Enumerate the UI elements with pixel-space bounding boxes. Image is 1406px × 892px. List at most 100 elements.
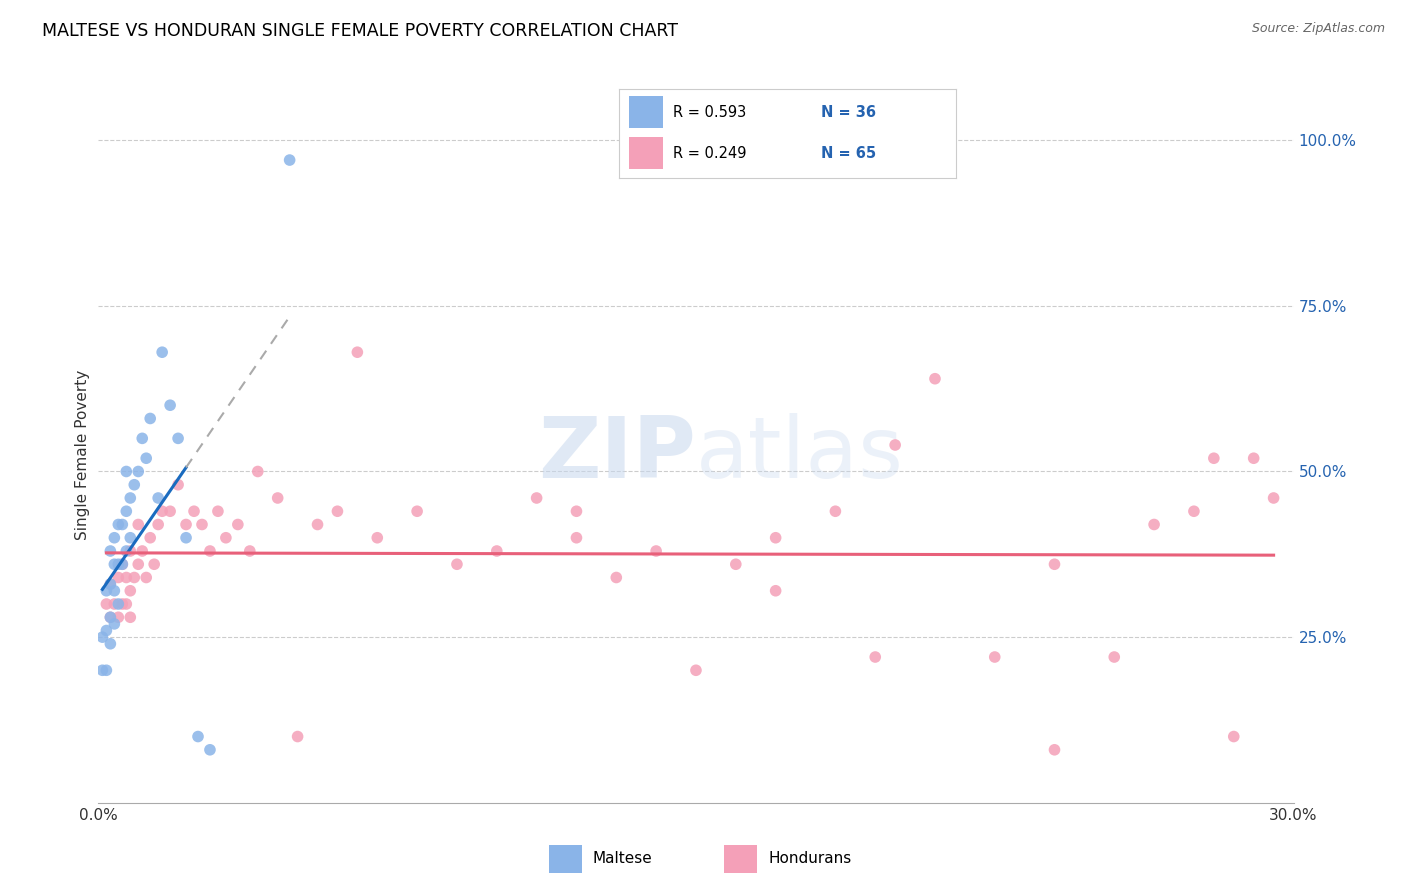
Bar bbox=[548, 845, 582, 872]
Point bbox=[1043, 558, 1066, 572]
Point bbox=[278, 153, 301, 167]
Point bbox=[239, 544, 262, 558]
Y-axis label: Single Female Poverty: Single Female Poverty bbox=[75, 370, 90, 540]
Point bbox=[1202, 451, 1225, 466]
Point bbox=[103, 616, 125, 631]
Point bbox=[207, 504, 229, 518]
Point bbox=[100, 610, 122, 624]
Point bbox=[127, 517, 149, 532]
Point bbox=[111, 597, 134, 611]
Point bbox=[107, 517, 129, 532]
Point bbox=[131, 544, 153, 558]
Point bbox=[96, 597, 118, 611]
Text: N = 36: N = 36 bbox=[821, 105, 876, 120]
Point bbox=[115, 597, 138, 611]
Point bbox=[406, 504, 429, 518]
Point bbox=[96, 663, 118, 677]
Point bbox=[884, 438, 907, 452]
Point bbox=[115, 544, 138, 558]
Point bbox=[115, 465, 138, 479]
Bar bbox=[628, 96, 662, 128]
Point bbox=[565, 531, 588, 545]
Point bbox=[526, 491, 548, 505]
Point bbox=[159, 398, 181, 412]
Point bbox=[103, 583, 125, 598]
Point bbox=[100, 577, 122, 591]
Point bbox=[984, 650, 1007, 665]
Point bbox=[139, 531, 162, 545]
Point bbox=[246, 465, 269, 479]
Point bbox=[100, 577, 122, 591]
Point bbox=[96, 624, 118, 638]
Point bbox=[326, 504, 349, 518]
Point bbox=[115, 504, 138, 518]
Point bbox=[131, 431, 153, 445]
Point bbox=[307, 517, 329, 532]
Point bbox=[765, 583, 787, 598]
Point bbox=[96, 583, 118, 598]
Point bbox=[191, 517, 214, 532]
Point bbox=[198, 743, 221, 757]
Text: R = 0.249: R = 0.249 bbox=[672, 146, 747, 161]
Point bbox=[150, 504, 173, 518]
Text: ZIP: ZIP bbox=[538, 413, 696, 497]
Text: Hondurans: Hondurans bbox=[768, 851, 852, 866]
Point bbox=[100, 637, 122, 651]
Point bbox=[111, 517, 134, 532]
Point bbox=[446, 558, 468, 572]
Point bbox=[120, 544, 142, 558]
Point bbox=[765, 531, 787, 545]
Point bbox=[124, 477, 146, 491]
Point bbox=[187, 730, 209, 744]
Text: Source: ZipAtlas.com: Source: ZipAtlas.com bbox=[1251, 22, 1385, 36]
Point bbox=[103, 531, 125, 545]
Point bbox=[685, 663, 707, 677]
Text: N = 65: N = 65 bbox=[821, 146, 876, 161]
Point bbox=[111, 558, 134, 572]
Point bbox=[120, 583, 142, 598]
Point bbox=[135, 570, 157, 584]
Point bbox=[135, 451, 157, 466]
Point bbox=[127, 465, 149, 479]
Point bbox=[198, 544, 221, 558]
Point bbox=[1182, 504, 1205, 518]
Point bbox=[100, 610, 122, 624]
Point bbox=[107, 597, 129, 611]
Point bbox=[120, 610, 142, 624]
Point bbox=[226, 517, 249, 532]
Point bbox=[150, 345, 173, 359]
Point bbox=[120, 491, 142, 505]
Point bbox=[824, 504, 846, 518]
Point bbox=[485, 544, 508, 558]
Point bbox=[107, 558, 129, 572]
Point bbox=[139, 411, 162, 425]
Point bbox=[107, 570, 129, 584]
Point bbox=[183, 504, 205, 518]
Text: R = 0.593: R = 0.593 bbox=[672, 105, 745, 120]
Text: Maltese: Maltese bbox=[593, 851, 652, 866]
Bar bbox=[724, 845, 758, 872]
Point bbox=[366, 531, 388, 545]
Point bbox=[1222, 730, 1246, 744]
Point bbox=[167, 477, 190, 491]
Point bbox=[91, 630, 114, 644]
Point bbox=[124, 570, 146, 584]
Point bbox=[159, 504, 181, 518]
Point bbox=[127, 558, 149, 572]
Point bbox=[120, 531, 142, 545]
Bar bbox=[628, 137, 662, 169]
Point bbox=[724, 558, 747, 572]
Point bbox=[1263, 491, 1285, 505]
Point bbox=[215, 531, 238, 545]
Point bbox=[605, 570, 627, 584]
Point bbox=[924, 372, 946, 386]
Point bbox=[115, 570, 138, 584]
Point bbox=[346, 345, 368, 359]
Point bbox=[167, 431, 190, 445]
Point bbox=[100, 544, 122, 558]
Point bbox=[174, 517, 197, 532]
Point bbox=[1043, 743, 1066, 757]
Point bbox=[111, 558, 134, 572]
Point bbox=[267, 491, 290, 505]
Point bbox=[148, 517, 170, 532]
